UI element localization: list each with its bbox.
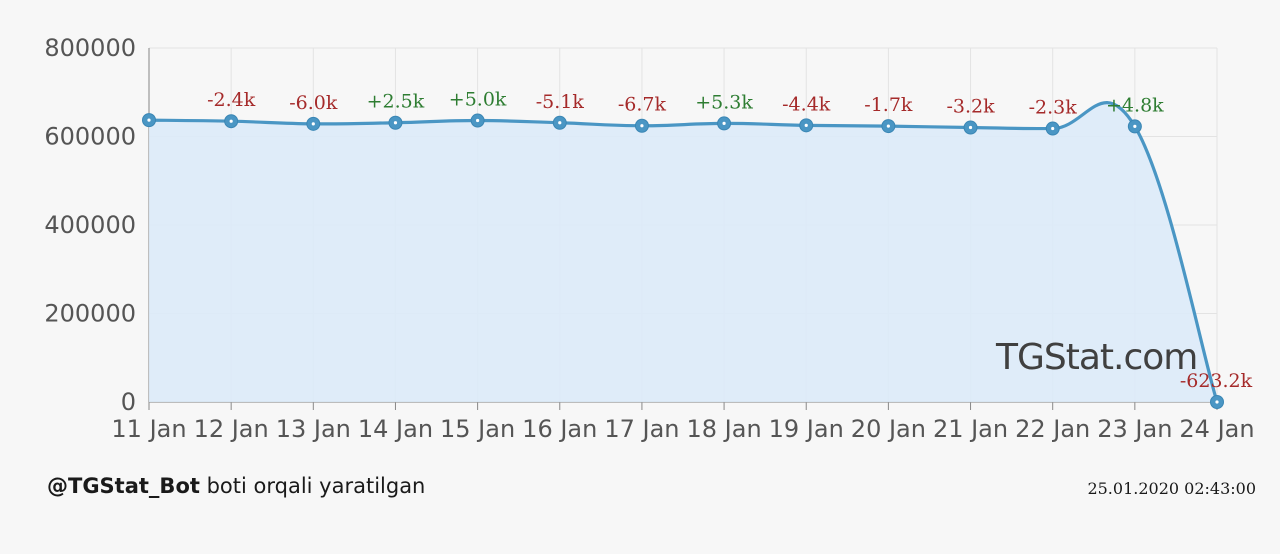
data-point-center: [393, 121, 398, 125]
series-area: [149, 102, 1217, 402]
y-tick-label: 400000: [44, 211, 136, 239]
timestamp: 25.01.2020 02:43:00: [1087, 479, 1256, 498]
x-tick-label: 16 Jan: [522, 415, 597, 443]
marks-layer: [142, 101, 1224, 409]
data-point-center: [147, 118, 151, 122]
data-point-center: [722, 121, 726, 126]
x-tick-label: 23 Jan: [1097, 415, 1172, 443]
change-label: +2.5k: [367, 91, 425, 113]
change-label: +4.8k: [1106, 94, 1164, 116]
watermark: TGStat.com: [995, 337, 1197, 378]
x-tick-label: 12 Jan: [194, 415, 269, 443]
x-tick-label: 15 Jan: [440, 415, 515, 443]
labels-layer: 800000 600000 400000 200000 011 Jan 12 Jan 13 …: [44, 34, 1254, 443]
change-label: -1.7k: [864, 94, 913, 116]
data-point-center: [886, 124, 890, 128]
bot-name[interactable]: @TGStat_Bot: [47, 474, 200, 498]
change-label: -6.0k: [289, 92, 338, 114]
change-label: -2.4k: [207, 89, 256, 111]
data-point-center: [476, 118, 480, 123]
data-point-center: [968, 125, 973, 130]
change-label: -3.2k: [946, 96, 995, 118]
data-point-center: [804, 123, 808, 127]
data-point-center: [1215, 400, 1219, 404]
x-tick-label: 20 Jan: [851, 415, 926, 443]
x-tick-label: 13 Jan: [276, 415, 351, 443]
change-label: -623.2k: [1180, 370, 1253, 392]
x-tick-label: 14 Jan: [358, 415, 433, 443]
subscribers-chart: TGStat.com 800000 600000 400000 200000 011 J…: [44, 34, 1254, 443]
x-tick-label: 21 Jan: [933, 415, 1008, 443]
x-tick-label: 22 Jan: [1015, 415, 1090, 443]
x-tick-label: 18 Jan: [686, 415, 761, 443]
footer-credit: @TGStat_Bot boti orqali yaratilgan: [47, 474, 425, 498]
data-point-center: [311, 122, 315, 126]
data-point-center: [558, 121, 562, 125]
change-label: -2.3k: [1029, 97, 1078, 119]
x-tick-label: 24 Jan: [1179, 415, 1254, 443]
x-tick-label: 19 Jan: [769, 415, 844, 443]
change-label: -5.1k: [536, 91, 585, 113]
change-label: +5.3k: [695, 91, 753, 113]
data-point-center: [1133, 124, 1137, 129]
y-tick-label: 800000: [44, 34, 136, 62]
y-tick-label: 200000: [44, 300, 136, 328]
footer-text: boti orqali yaratilgan: [199, 474, 426, 498]
data-point-center: [1051, 126, 1055, 131]
change-label: -6.7k: [618, 94, 667, 116]
change-label: -4.4k: [782, 93, 831, 115]
y-tick-label: 0: [121, 388, 136, 416]
data-point-center: [640, 124, 644, 128]
x-tick-label: 17 Jan: [604, 415, 679, 443]
change-label: +5.0k: [449, 89, 507, 111]
y-tick-label: 600000: [44, 123, 136, 151]
data-point-center: [229, 119, 233, 123]
x-tick-label: 11 Jan: [111, 415, 186, 443]
area-layer: [149, 102, 1217, 402]
